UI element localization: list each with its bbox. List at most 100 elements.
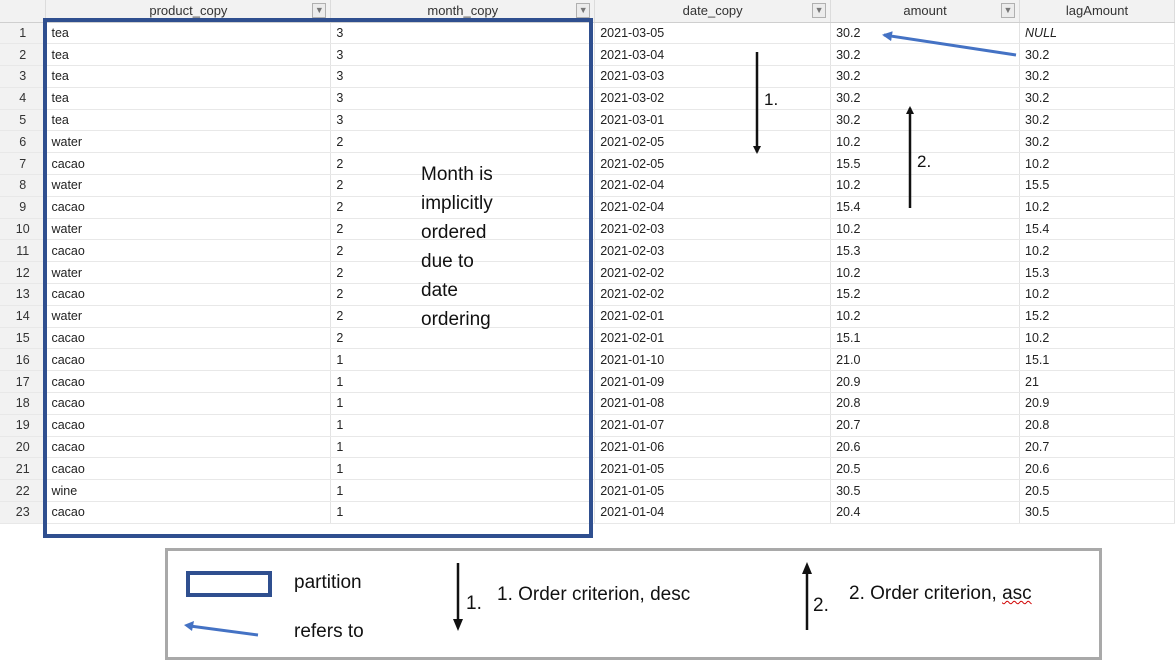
amount-cell[interactable]: 20.4 (830, 501, 1021, 524)
amount-cell[interactable]: 10.2 (830, 174, 1021, 197)
date-cell[interactable]: 2021-03-01 (594, 109, 832, 132)
table-row[interactable]: 7 cacao 2 2021-02-05 15.5 10.2 (0, 152, 1175, 176)
date-cell[interactable]: 2021-01-07 (594, 414, 832, 437)
month-cell[interactable]: 2 (330, 283, 596, 306)
table-row[interactable]: 12 water 2 2021-02-02 10.2 15.3 (0, 261, 1175, 285)
date-cell[interactable]: 2021-03-04 (594, 43, 832, 67)
date-cell[interactable]: 2021-02-02 (594, 283, 832, 306)
row-number-cell[interactable]: 14 (0, 305, 47, 328)
table-row[interactable]: 23 cacao 1 2021-01-04 20.4 30.5 (0, 501, 1175, 524)
amount-cell[interactable]: 20.7 (830, 414, 1021, 437)
product-cell[interactable]: tea (45, 109, 332, 132)
lag-amount-cell[interactable]: 20.6 (1019, 457, 1175, 481)
lag-amount-cell[interactable]: 15.2 (1019, 305, 1175, 328)
filter-icon[interactable]: ▼ (312, 3, 327, 18)
date-cell[interactable]: 2021-02-04 (594, 174, 832, 197)
row-number-cell[interactable]: 19 (0, 414, 47, 437)
amount-cell[interactable]: 15.1 (830, 327, 1021, 350)
row-number-cell[interactable]: 5 (0, 109, 47, 132)
date-cell[interactable]: 2021-02-01 (594, 305, 832, 328)
product-cell[interactable]: cacao (45, 436, 332, 459)
amount-cell[interactable]: 30.2 (830, 109, 1021, 132)
amount-cell[interactable]: 10.2 (830, 218, 1021, 241)
date-cell[interactable]: 2021-01-08 (594, 392, 832, 415)
column-header-month-copy[interactable]: month_copy ▼ (330, 0, 596, 23)
row-number-cell[interactable]: 2 (0, 43, 47, 67)
lag-amount-cell[interactable]: 10.2 (1019, 239, 1175, 263)
date-cell[interactable]: 2021-02-05 (594, 152, 832, 176)
row-number-cell[interactable]: 13 (0, 283, 47, 306)
month-cell[interactable]: 3 (330, 109, 596, 132)
amount-cell[interactable]: 30.2 (830, 22, 1021, 45)
lag-amount-cell[interactable]: 20.8 (1019, 414, 1175, 437)
table-row[interactable]: 19 cacao 1 2021-01-07 20.7 20.8 (0, 414, 1175, 437)
table-row[interactable]: 22 wine 1 2021-01-05 30.5 20.5 (0, 479, 1175, 503)
table-row[interactable]: 14 water 2 2021-02-01 10.2 15.2 (0, 305, 1175, 328)
lag-amount-cell[interactable]: 15.4 (1019, 218, 1175, 241)
product-cell[interactable]: water (45, 218, 332, 241)
table-row[interactable]: 10 water 2 2021-02-03 10.2 15.4 (0, 218, 1175, 241)
filter-icon[interactable]: ▼ (1001, 3, 1016, 18)
row-number-cell[interactable]: 9 (0, 196, 47, 219)
amount-cell[interactable]: 20.6 (830, 436, 1021, 459)
column-header-lag-amount[interactable]: lagAmount (1019, 0, 1175, 23)
lag-amount-cell[interactable]: 20.7 (1019, 436, 1175, 459)
amount-cell[interactable]: 10.2 (830, 261, 1021, 285)
amount-cell[interactable]: 10.2 (830, 130, 1021, 154)
lag-amount-cell[interactable]: 30.2 (1019, 65, 1175, 88)
date-cell[interactable]: 2021-03-05 (594, 22, 832, 45)
product-cell[interactable]: cacao (45, 457, 332, 481)
month-cell[interactable]: 3 (330, 22, 596, 45)
lag-amount-cell[interactable]: 21 (1019, 370, 1175, 394)
table-row[interactable]: 5 tea 3 2021-03-01 30.2 30.2 (0, 109, 1175, 132)
month-cell[interactable]: 2 (330, 305, 596, 328)
date-cell[interactable]: 2021-01-09 (594, 370, 832, 394)
product-cell[interactable]: water (45, 261, 332, 285)
corner-cell[interactable] (0, 0, 47, 23)
date-cell[interactable]: 2021-01-10 (594, 348, 832, 372)
month-cell[interactable]: 1 (330, 414, 596, 437)
row-number-cell[interactable]: 16 (0, 348, 47, 372)
table-row[interactable]: 4 tea 3 2021-03-02 30.2 30.2 (0, 87, 1175, 110)
product-cell[interactable]: cacao (45, 239, 332, 263)
table-row[interactable]: 3 tea 3 2021-03-03 30.2 30.2 (0, 65, 1175, 88)
month-cell[interactable]: 2 (330, 239, 596, 263)
month-cell[interactable]: 1 (330, 370, 596, 394)
row-number-cell[interactable]: 23 (0, 501, 47, 524)
month-cell[interactable]: 3 (330, 43, 596, 67)
lag-amount-cell[interactable]: 20.9 (1019, 392, 1175, 415)
table-row[interactable]: 21 cacao 1 2021-01-05 20.5 20.6 (0, 457, 1175, 481)
date-cell[interactable]: 2021-01-05 (594, 457, 832, 481)
lag-amount-cell[interactable]: 10.2 (1019, 196, 1175, 219)
lag-amount-cell[interactable]: 10.2 (1019, 327, 1175, 350)
date-cell[interactable]: 2021-03-02 (594, 87, 832, 110)
date-cell[interactable]: 2021-02-01 (594, 327, 832, 350)
table-row[interactable]: 11 cacao 2 2021-02-03 15.3 10.2 (0, 239, 1175, 263)
lag-amount-cell[interactable]: 10.2 (1019, 152, 1175, 176)
row-number-cell[interactable]: 18 (0, 392, 47, 415)
column-header-date-copy[interactable]: date_copy ▼ (594, 0, 832, 23)
month-cell[interactable]: 2 (330, 327, 596, 350)
lag-amount-cell[interactable]: NULL (1019, 22, 1175, 45)
product-cell[interactable]: tea (45, 87, 332, 110)
date-cell[interactable]: 2021-03-03 (594, 65, 832, 88)
amount-cell[interactable]: 30.5 (830, 479, 1021, 503)
amount-cell[interactable]: 15.4 (830, 196, 1021, 219)
product-cell[interactable]: cacao (45, 327, 332, 350)
row-number-cell[interactable]: 20 (0, 436, 47, 459)
month-cell[interactable]: 1 (330, 457, 596, 481)
product-cell[interactable]: cacao (45, 392, 332, 415)
product-cell[interactable]: cacao (45, 196, 332, 219)
amount-cell[interactable]: 20.5 (830, 457, 1021, 481)
table-row[interactable]: 18 cacao 1 2021-01-08 20.8 20.9 (0, 392, 1175, 415)
amount-cell[interactable]: 20.8 (830, 392, 1021, 415)
month-cell[interactable]: 1 (330, 392, 596, 415)
month-cell[interactable]: 3 (330, 65, 596, 88)
month-cell[interactable]: 1 (330, 501, 596, 524)
table-row[interactable]: 9 cacao 2 2021-02-04 15.4 10.2 (0, 196, 1175, 219)
table-row[interactable]: 20 cacao 1 2021-01-06 20.6 20.7 (0, 436, 1175, 459)
month-cell[interactable]: 2 (330, 130, 596, 154)
date-cell[interactable]: 2021-01-05 (594, 479, 832, 503)
column-header-product-copy[interactable]: product_copy ▼ (45, 0, 332, 23)
row-number-cell[interactable]: 22 (0, 479, 47, 503)
